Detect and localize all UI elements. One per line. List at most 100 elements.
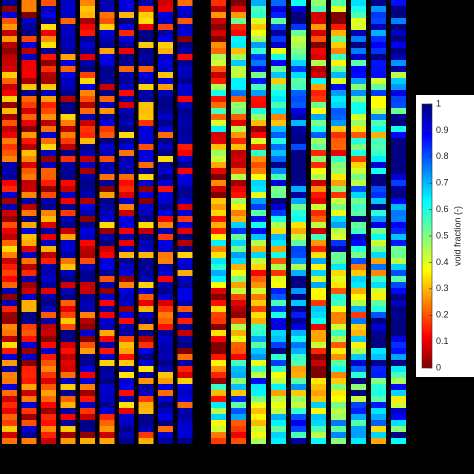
image-cell (211, 384, 226, 390)
image-cell (231, 408, 246, 414)
image-cell (99, 78, 115, 84)
image-cell (60, 216, 76, 222)
image-cell (119, 36, 134, 42)
image-cell (251, 18, 266, 24)
image-cell (41, 228, 56, 234)
image-cell (231, 402, 246, 408)
image-cell (2, 222, 17, 228)
image-cell (21, 12, 37, 18)
image-cell (21, 96, 37, 102)
image-cell (371, 156, 386, 162)
image-cell (251, 48, 266, 54)
image-cell (158, 132, 173, 138)
image-cell (138, 324, 154, 330)
image-cell (119, 156, 134, 162)
image-cell (99, 66, 115, 72)
image-cell (41, 378, 56, 384)
image-cell (211, 360, 226, 366)
image-cell (371, 36, 386, 42)
image-cell (291, 6, 306, 12)
image-cell (119, 186, 134, 192)
image-cell (311, 210, 326, 216)
image-cell (371, 426, 386, 432)
image-cell (211, 366, 226, 372)
image-cell (211, 120, 226, 126)
image-cell (271, 150, 286, 156)
image-cell (251, 150, 266, 156)
image-cell (391, 234, 406, 240)
image-cell (2, 120, 17, 126)
image-cell (371, 300, 386, 306)
image-cell (177, 270, 193, 276)
image-cell (271, 84, 286, 90)
image-cell (138, 282, 154, 288)
image-cell (177, 174, 193, 180)
image-cell (271, 108, 286, 114)
image-cell (391, 264, 406, 270)
image-cell (211, 198, 226, 204)
image-cell (177, 84, 193, 90)
image-cell (211, 216, 226, 222)
image-cell (331, 414, 346, 420)
image-cell (80, 276, 95, 282)
image-cell (21, 372, 37, 378)
image-cell (21, 180, 37, 186)
image-cell (119, 324, 134, 330)
image-cell (231, 264, 246, 270)
image-cell (351, 306, 366, 312)
image-cell (99, 24, 115, 30)
image-cell (211, 306, 226, 312)
image-cell (177, 366, 193, 372)
image-cell (351, 144, 366, 150)
image-cell (371, 336, 386, 342)
image-cell (391, 336, 406, 342)
image-cell (211, 288, 226, 294)
image-cell (41, 90, 56, 96)
image-cell (158, 426, 173, 432)
image-cell (2, 102, 17, 108)
image-cell (371, 186, 386, 192)
image-cell (331, 126, 346, 132)
image-cell (251, 174, 266, 180)
image-cell (211, 60, 226, 66)
image-cell (211, 42, 226, 48)
image-cell (158, 252, 173, 258)
image-cell (21, 342, 37, 348)
image-cell (119, 60, 134, 66)
image-cell (2, 240, 17, 246)
image-cell (99, 384, 115, 390)
image-cell (2, 312, 17, 318)
image-cell (331, 6, 346, 12)
image-cell (291, 48, 306, 54)
image-cell (391, 348, 406, 354)
image-cell (291, 270, 306, 276)
image-cell (41, 42, 56, 48)
image-cell (291, 96, 306, 102)
image-cell (60, 366, 76, 372)
image-cell (21, 192, 37, 198)
image-cell (211, 54, 226, 60)
image-cell (177, 132, 193, 138)
image-cell (21, 108, 37, 114)
image-cell (231, 240, 246, 246)
image-cell (41, 402, 56, 408)
image-cell (371, 204, 386, 210)
image-cell (2, 306, 17, 312)
image-cell (99, 102, 115, 108)
image-cell (158, 222, 173, 228)
image-cell (41, 426, 56, 432)
image-cell (138, 426, 154, 432)
image-cell (331, 372, 346, 378)
image-cell (391, 240, 406, 246)
image-cell (21, 24, 37, 30)
image-cell (371, 30, 386, 36)
image-cell (2, 6, 17, 12)
image-cell (21, 252, 37, 258)
image-cell (21, 204, 37, 210)
image-cell (231, 438, 246, 444)
image-cell (251, 360, 266, 366)
image-cell (60, 438, 76, 444)
image-cell (138, 420, 154, 426)
image-cell (351, 390, 366, 396)
